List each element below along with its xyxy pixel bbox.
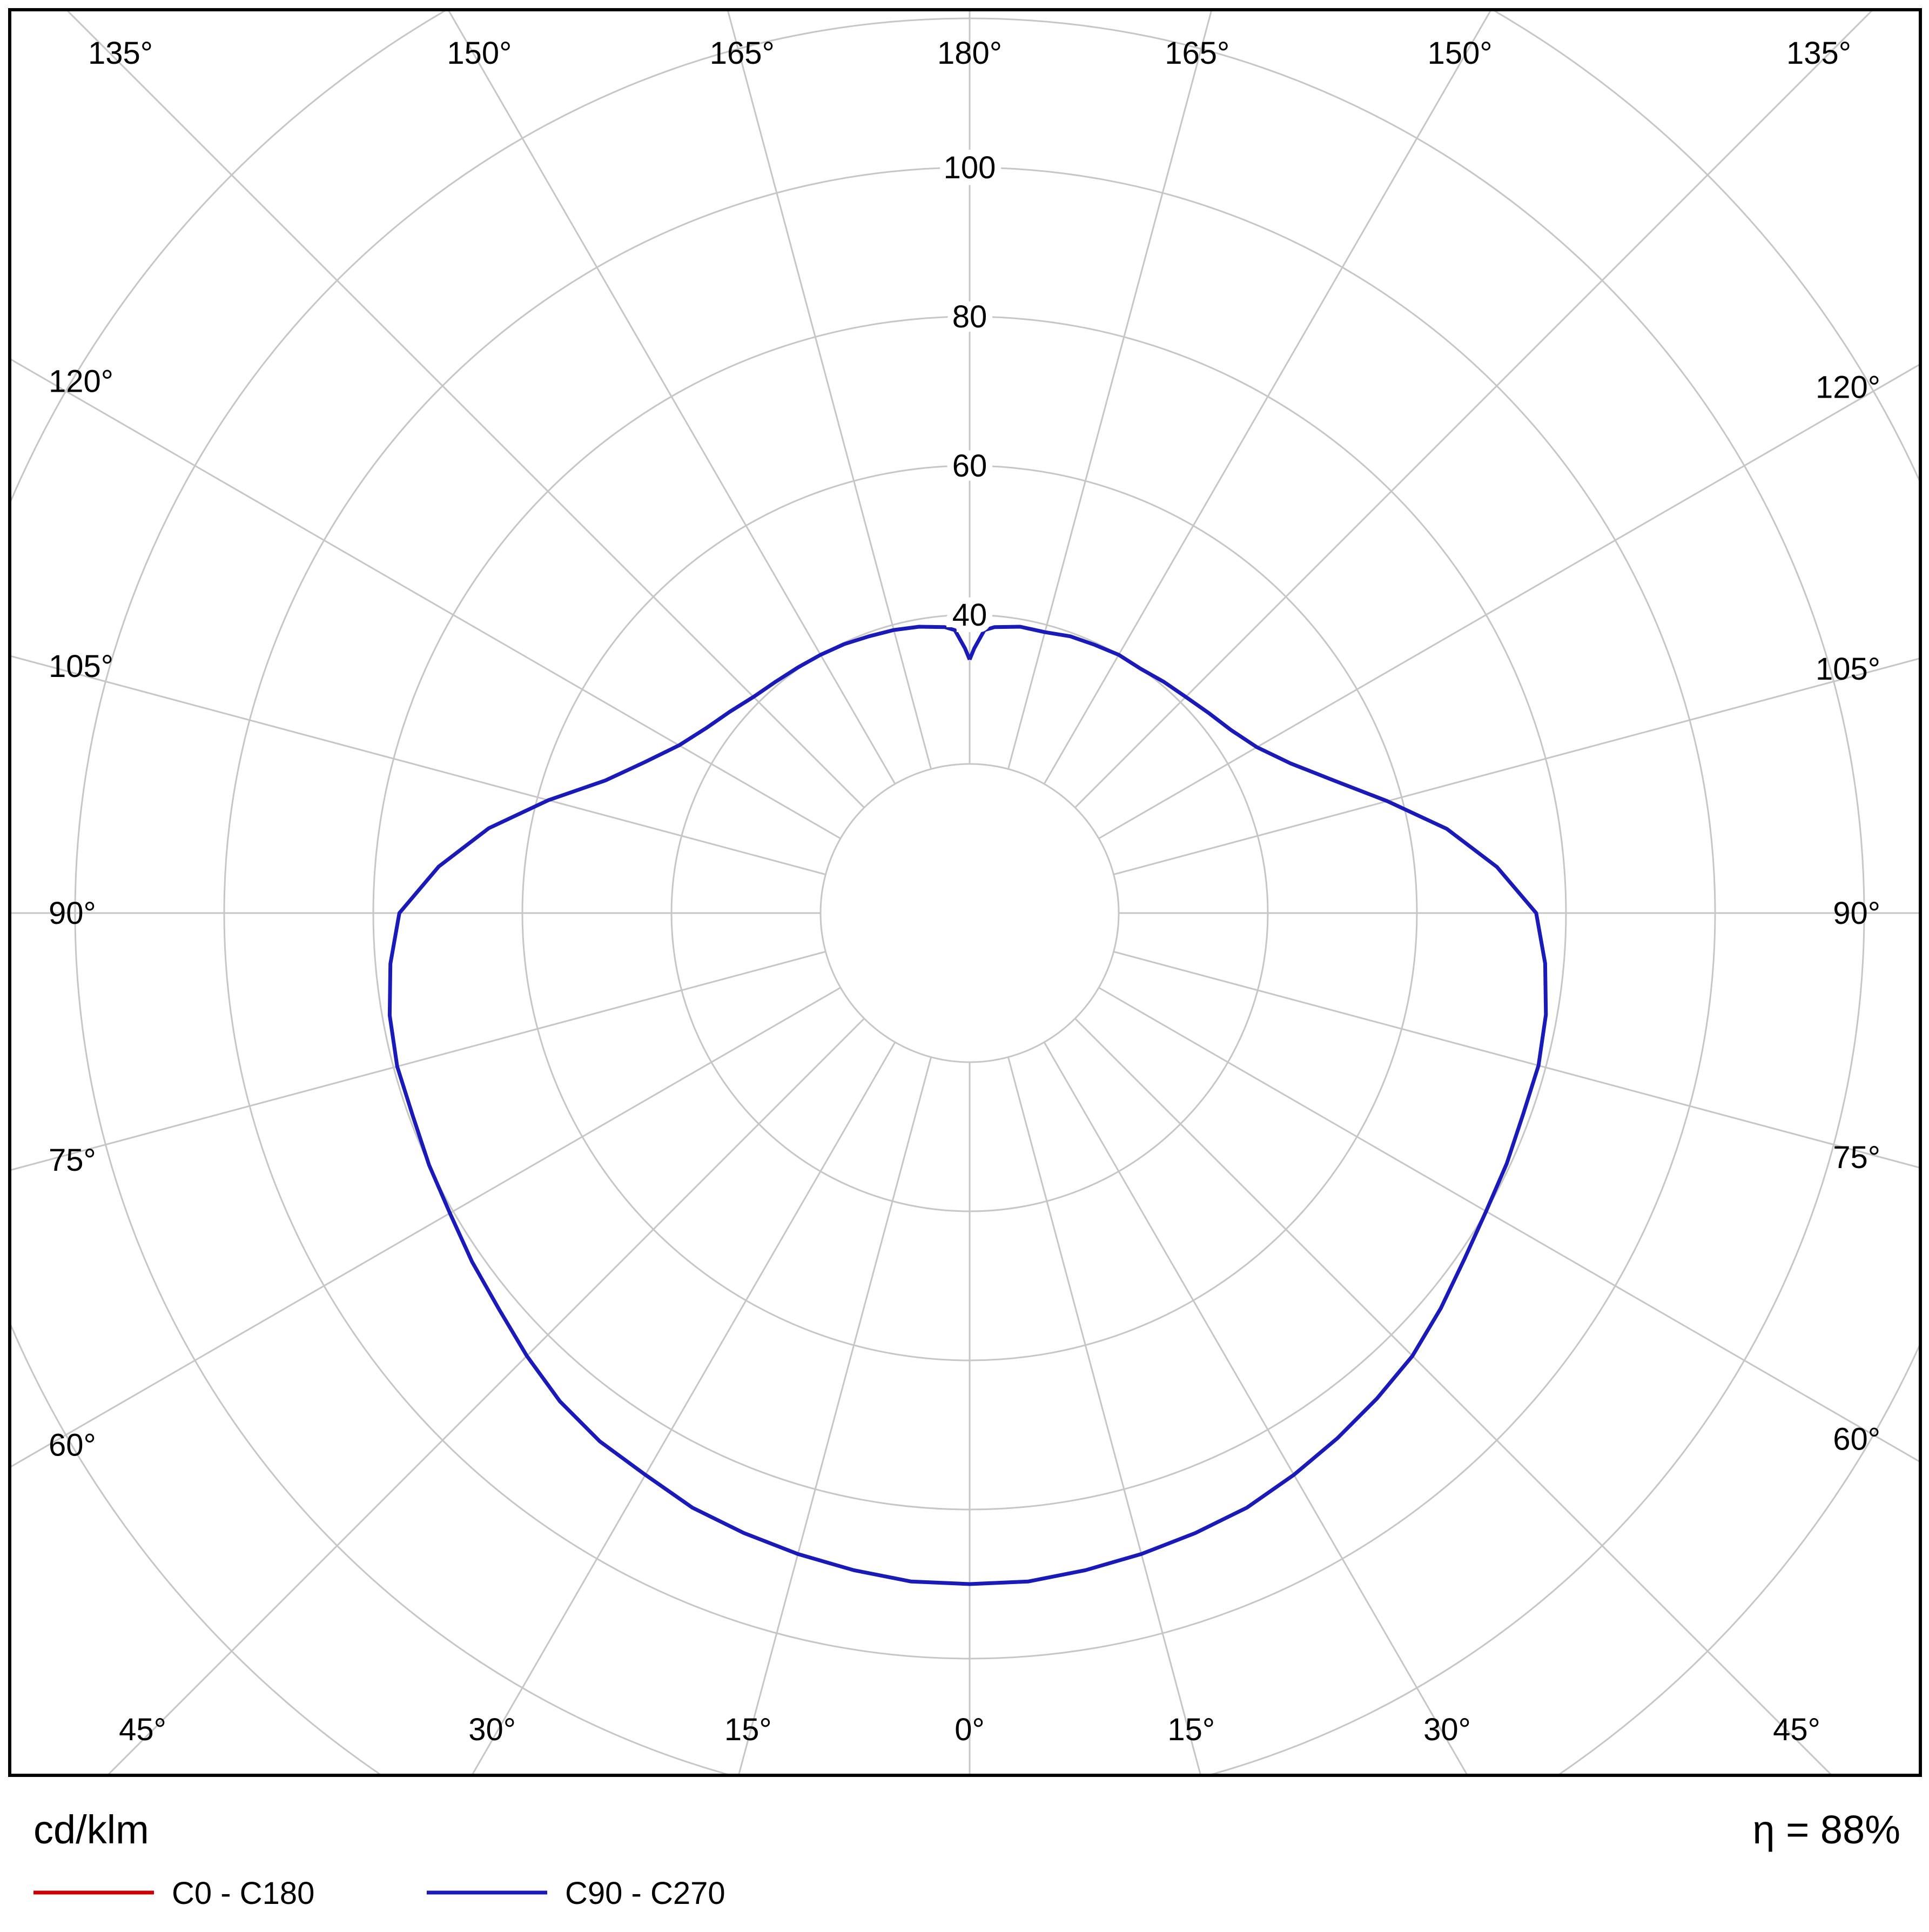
angle-label: 150°	[1428, 36, 1493, 71]
angle-label: 60°	[49, 1427, 96, 1463]
angle-label: 105°	[1816, 652, 1880, 687]
angle-label: 165°	[1165, 36, 1229, 71]
angle-label: 135°	[1786, 36, 1851, 71]
angle-label: 15°	[1167, 1712, 1215, 1747]
angle-label: 180°	[937, 36, 1002, 71]
angle-label: 60°	[1833, 1421, 1880, 1457]
grid-radial-line	[1113, 950, 1919, 1169]
angle-label: 90°	[49, 896, 96, 931]
angle-label: 45°	[119, 1712, 166, 1747]
units-label: cd/klm	[33, 1807, 149, 1852]
angle-label: 0°	[955, 1712, 984, 1747]
grid-radial-line	[66, 11, 865, 808]
grid-radial-line	[1007, 11, 1212, 769]
legend-label-c90-c270: C90 - C270	[565, 1876, 725, 1911]
angle-labels: 0° 15° 15° 30° 30° 45° 45° 60° 60° 75° 75° 90° 90° 10…	[49, 36, 1880, 1747]
angle-label: 75°	[1833, 1140, 1880, 1175]
angle-label: 75°	[49, 1143, 96, 1178]
radial-tick-label: 60	[952, 448, 987, 484]
angle-label: 90°	[1833, 896, 1880, 931]
legend-label-c0-c180: C0 - C180	[172, 1876, 314, 1911]
grid-radial-line	[1113, 658, 1919, 876]
grid-radial-line	[107, 1018, 865, 1774]
angle-label: 135°	[88, 36, 153, 71]
grid-radial-line	[11, 987, 841, 1467]
grid-radial-line	[727, 11, 932, 769]
angle-label: 30°	[468, 1712, 516, 1747]
angle-label: 15°	[724, 1712, 772, 1747]
grid-radial-line	[11, 359, 841, 840]
angle-label: 45°	[1773, 1712, 1820, 1747]
grid-radial-line	[1074, 11, 1873, 808]
radial-tick-label: 100	[944, 150, 996, 185]
grid-radial-line	[448, 11, 896, 784]
radial-tick-label: 40	[952, 598, 987, 633]
grid-radial-line	[11, 950, 826, 1171]
grid-radial-line	[1043, 1042, 1468, 1774]
angle-label: 120°	[1816, 370, 1880, 405]
grid-circle	[819, 763, 1120, 1063]
grid-radial-line	[1074, 1018, 1832, 1774]
plot-border	[8, 8, 1922, 1777]
angle-label: 165°	[710, 36, 775, 71]
angle-label: 105°	[49, 649, 113, 684]
intensity-curves	[387, 625, 1548, 1586]
angle-label: 120°	[49, 364, 113, 399]
grid-radial-line	[738, 1057, 932, 1774]
curve-C90-C270	[387, 625, 1548, 1586]
efficiency-label: η = 88%	[1752, 1807, 1900, 1852]
grid-radial-line	[1007, 1057, 1201, 1774]
radial-tick-label: 80	[952, 299, 987, 334]
radial-tick-labels: 40 60 80 100	[937, 144, 1003, 639]
angle-label: 150°	[447, 36, 512, 71]
grid-radial-line	[11, 655, 826, 876]
grid-radial-line	[1098, 987, 1919, 1463]
footer: cd/klm η = 88% C0 - C180 C90 - C270	[33, 1807, 1900, 1911]
grid-radial-line	[1098, 364, 1919, 840]
grid-radial-line	[1043, 11, 1491, 784]
angle-label: 30°	[1423, 1712, 1471, 1747]
grid-radial-line	[472, 1042, 896, 1774]
